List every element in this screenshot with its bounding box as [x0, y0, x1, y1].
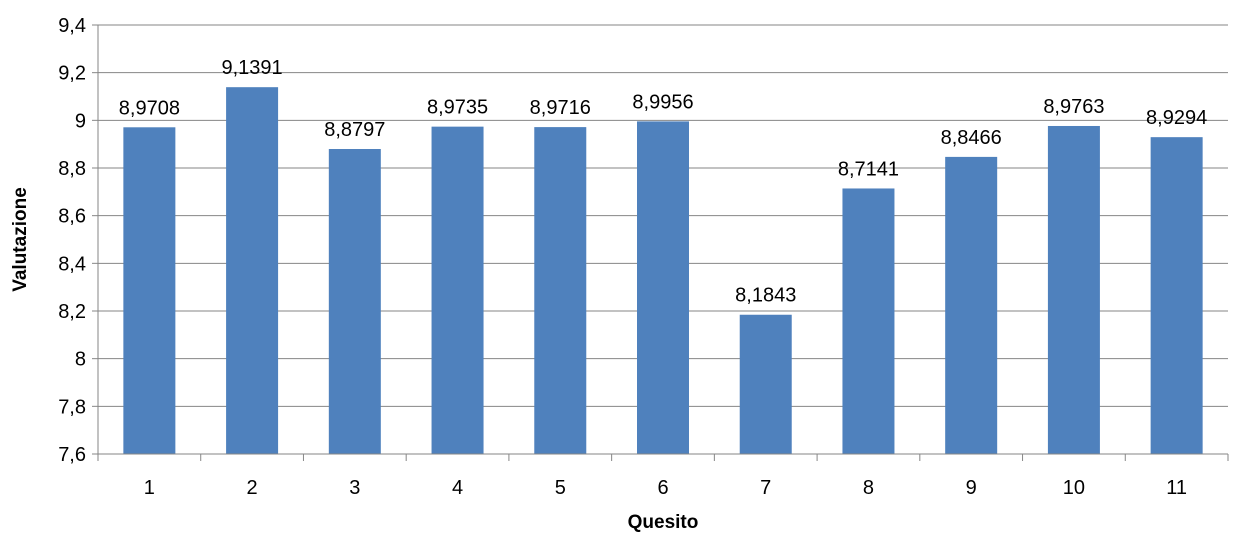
data-labels: 8,9708 9,1391 8,8797 8,9735 8,9716 8,9956 8,18…: [119, 57, 1207, 307]
data-label: 8,1843: [735, 285, 796, 307]
y-tick-labels: 7,6 7,8 8 8,2 8,4 8,6 8,8 9 9,2 9,4: [58, 15, 86, 466]
x-tick-label: 7: [760, 477, 771, 499]
y-tick-label: 7,8: [58, 396, 86, 418]
x-axis-title: Quesito: [628, 512, 699, 533]
x-tick-label: 6: [657, 477, 668, 499]
data-label: 9,1391: [222, 57, 283, 79]
data-label: 8,9294: [1146, 107, 1207, 129]
y-tick-label: 8,2: [58, 301, 86, 323]
y-tick-label: 8,4: [58, 253, 86, 275]
bar: [1150, 137, 1203, 454]
y-tick-label: 9,2: [58, 63, 86, 85]
x-tick-label: 8: [863, 477, 874, 499]
bar: [534, 127, 587, 455]
data-label: 8,8797: [324, 119, 385, 141]
data-label: 8,9763: [1043, 96, 1104, 118]
data-label: 8,8466: [941, 127, 1002, 149]
x-tick-labels: 1 2 3 4 5 6 7 8 9 10 11: [144, 477, 1187, 499]
x-tick-label: 2: [247, 477, 258, 499]
data-label: 8,7141: [838, 158, 899, 180]
bar: [739, 314, 792, 454]
bar: [637, 121, 689, 454]
axes: [92, 24, 1229, 461]
y-tick-label: 9: [75, 110, 86, 132]
y-tick-label: 8,8: [58, 158, 86, 180]
data-label: 8,9708: [119, 97, 180, 119]
x-tick-label: 3: [349, 477, 360, 499]
bar: [1047, 125, 1100, 454]
data-label: 8,9716: [530, 97, 591, 119]
data-label: 8,9735: [427, 97, 488, 119]
bar: [842, 188, 895, 454]
bar: [945, 156, 998, 454]
y-tick-label: 7,6: [58, 444, 86, 466]
y-axis-title: Valutazione: [10, 187, 31, 292]
bar: [431, 126, 484, 454]
y-tick-label: 8: [75, 349, 86, 371]
y-tick-label: 9,4: [58, 15, 86, 37]
x-tick-label: 4: [452, 477, 463, 499]
x-tick-label: 10: [1063, 477, 1085, 499]
y-tick-label: 8,6: [58, 206, 86, 228]
bar: [226, 87, 279, 455]
bar: [328, 149, 381, 455]
x-tick-label: 9: [966, 477, 977, 499]
x-tick-label: 11: [1166, 477, 1187, 499]
x-tick-label: 5: [555, 477, 566, 499]
bar: [123, 127, 176, 454]
x-tick-label: 1: [144, 477, 155, 499]
bars: [123, 87, 1203, 455]
data-label: 8,9956: [632, 91, 693, 113]
